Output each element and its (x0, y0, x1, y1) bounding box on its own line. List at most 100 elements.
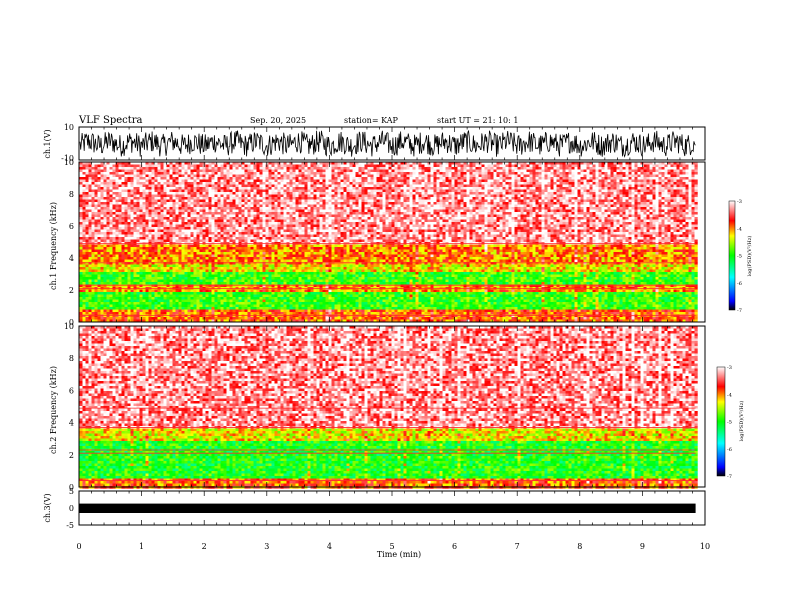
spectrogram-cell (113, 217, 116, 220)
spectrogram-cell (113, 177, 116, 180)
spectrogram-cell (83, 240, 86, 243)
spectrogram-cell (119, 252, 122, 255)
spectrogram-cell (92, 195, 95, 198)
spectrogram-cell (95, 292, 98, 295)
spectrogram-cell (143, 277, 146, 280)
spectrogram-cell (113, 167, 116, 170)
spectrogram-cell (80, 277, 83, 280)
spectrogram-cell (98, 317, 101, 320)
spectrogram-cell (146, 225, 149, 228)
spectrogram-cell (104, 200, 107, 203)
spectrogram-cell (134, 267, 137, 270)
spectrogram-cell (86, 195, 89, 198)
spectrogram-cell (131, 170, 134, 173)
spectrogram-cell (110, 307, 113, 310)
spectrogram-cell (89, 290, 92, 293)
spectrogram-cell (134, 247, 137, 250)
spectrogram-cell (134, 317, 137, 320)
spectrogram-cell (83, 257, 86, 260)
spectrogram-cell (80, 300, 83, 303)
spectrogram-cell (122, 192, 125, 195)
spectrogram-cell (101, 317, 104, 320)
spectrogram-cell (107, 225, 110, 228)
spectrogram-cell (149, 227, 152, 230)
spectrogram-cell (101, 200, 104, 203)
spectrogram-cell (83, 215, 86, 218)
spectrogram-cell (119, 282, 122, 285)
spectrogram-cell (143, 267, 146, 270)
spectrogram-cell (146, 217, 149, 220)
spectrogram-cell (131, 227, 134, 230)
spectrogram-cell (104, 292, 107, 295)
spectrogram-cell (122, 220, 125, 223)
spectrogram-cell (125, 202, 128, 205)
spectrogram-cell (116, 197, 119, 200)
spectrogram-cell (107, 265, 110, 268)
spectrogram-cell (125, 270, 128, 273)
spectrogram-cell (86, 280, 89, 283)
spectrogram-cell (131, 255, 134, 258)
spectrogram-cell (149, 187, 152, 190)
spectrogram-cell (146, 240, 149, 243)
spectrogram-cell (125, 172, 128, 175)
spectrogram-cell (104, 227, 107, 230)
spectrogram-cell (107, 260, 110, 263)
spectrogram-cell (107, 205, 110, 208)
spectrogram-cell (137, 290, 140, 293)
spectrogram-cell (128, 252, 131, 255)
spectrogram-cell (125, 230, 128, 233)
spectrogram-cell (83, 217, 86, 220)
spectrogram-cell (86, 260, 89, 263)
spectrogram-cell (146, 282, 149, 285)
spectrogram-cell (80, 187, 83, 190)
spectrogram-cell (89, 170, 92, 173)
spectrogram-cell (140, 240, 143, 243)
spectrogram-cell (113, 312, 116, 315)
spectrogram-cell (98, 165, 101, 168)
spectrogram-cell (131, 202, 134, 205)
spectrogram-cell (116, 200, 119, 203)
spectrogram-cell (116, 305, 119, 308)
spectrogram-cell (140, 232, 143, 235)
spectrogram-cell (80, 212, 83, 215)
spectrogram-cell (95, 197, 98, 200)
spectrogram-cell (122, 260, 125, 263)
spectrogram-cell (95, 290, 98, 293)
spectrogram-cell (140, 220, 143, 223)
spectrogram-cell (110, 252, 113, 255)
spectrogram-cell (92, 180, 95, 183)
spectrogram-cell (89, 172, 92, 175)
spectrogram-cell (134, 300, 137, 303)
spectrogram-cell (98, 225, 101, 228)
spectrogram-cell (98, 207, 101, 210)
spectrogram-cell (89, 275, 92, 278)
spectrogram-cell (104, 305, 107, 308)
spectrogram-cell (116, 282, 119, 285)
spectrogram-cell (131, 270, 134, 273)
spectrogram-cell (113, 305, 116, 308)
spectrogram-cell (134, 252, 137, 255)
spectrogram-cell (143, 302, 146, 305)
spectrogram-cell (110, 255, 113, 258)
spectrogram-cell (131, 275, 134, 278)
spectrogram-cell (110, 165, 113, 168)
spectrogram-cell (128, 295, 131, 298)
spectrogram-cell (110, 295, 113, 298)
spectrogram-cell (116, 207, 119, 210)
spectrogram-cell (113, 225, 116, 228)
spectrogram-cell (146, 275, 149, 278)
spectrogram-cell (89, 192, 92, 195)
spectrogram-cell (86, 172, 89, 175)
spectrogram-cell (116, 295, 119, 298)
spectrogram-cell (101, 237, 104, 240)
spectrogram-cell (131, 222, 134, 225)
spectrogram-cell (122, 257, 125, 260)
spectrogram-cell (107, 240, 110, 243)
spectrogram-cell (113, 255, 116, 258)
spectrogram-cell (98, 220, 101, 223)
spectrogram-cell (98, 290, 101, 293)
spectrogram-cell (119, 210, 122, 213)
spectrogram-cell (131, 257, 134, 260)
spectrogram-cell (107, 177, 110, 180)
spectrogram-cell (104, 260, 107, 263)
